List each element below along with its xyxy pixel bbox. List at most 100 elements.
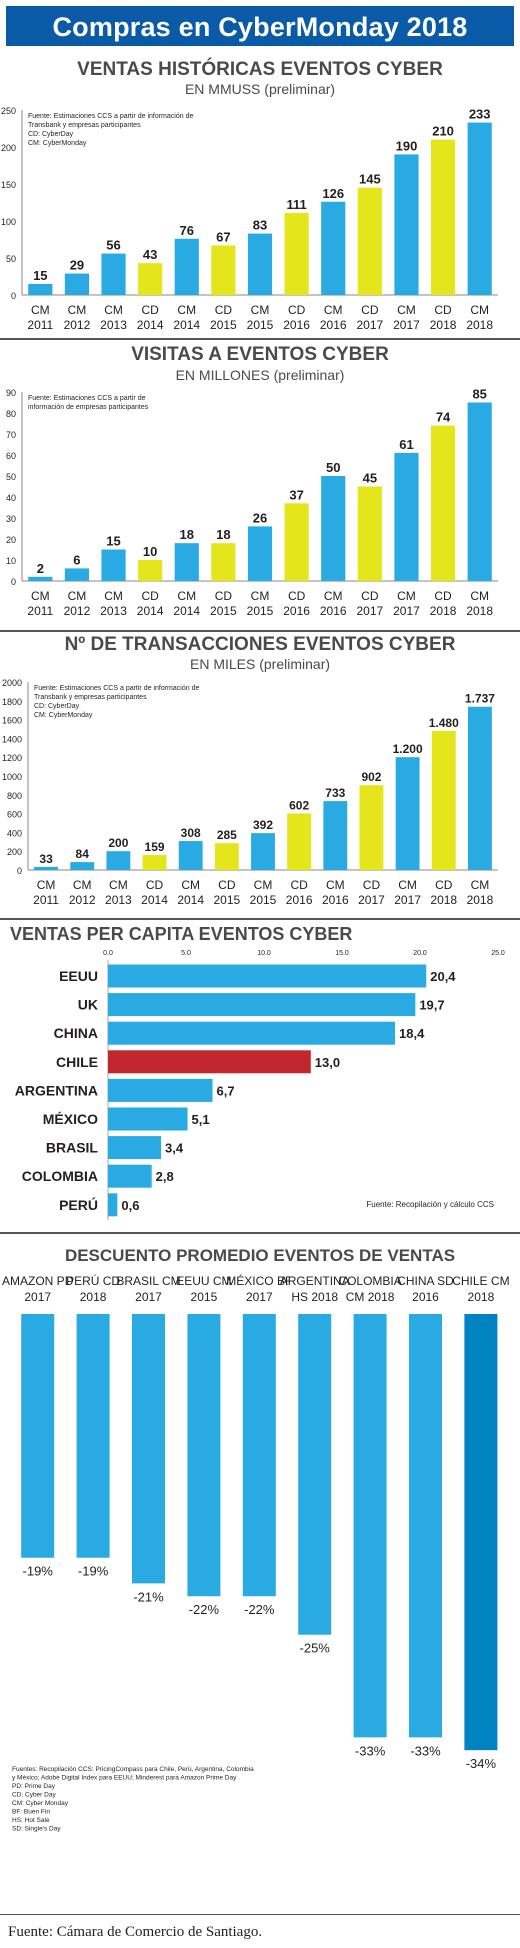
- x-tick-label: CM: [177, 303, 196, 317]
- data-label: 18: [216, 527, 230, 542]
- chart-title: VENTAS PER CAPITA EVENTOS CYBER: [10, 924, 352, 944]
- x-tick-label: CHILE CM: [452, 1274, 509, 1288]
- x-tick-label: 20.0: [413, 950, 427, 957]
- x-tick-label: CD: [288, 303, 306, 317]
- y-tick-label: 150: [1, 180, 16, 190]
- bar: [464, 1314, 498, 1751]
- y-tick-label: 1800: [2, 697, 22, 707]
- x-tick-label: CM: [471, 878, 490, 892]
- bar: [357, 187, 382, 295]
- source-note: CM: Cyber Monday: [12, 1800, 69, 1807]
- x-tick-label: CM: [251, 589, 270, 603]
- x-tick-label: 2017: [246, 1290, 273, 1304]
- bar: [359, 785, 384, 870]
- bar: [108, 964, 427, 988]
- x-tick-label: 2016: [283, 318, 310, 332]
- x-tick-label: 2011: [27, 318, 53, 332]
- y-tick-label: 200: [1, 143, 16, 153]
- x-tick-label: 2018: [468, 1290, 495, 1304]
- x-tick-label: CM: [470, 589, 489, 603]
- bar: [64, 568, 90, 581]
- x-tick-label: 2013: [100, 604, 127, 618]
- bar: [132, 1314, 165, 1584]
- data-label: 210: [432, 124, 454, 139]
- x-tick-label: CD: [290, 878, 308, 892]
- y-tick-label: 1600: [2, 716, 22, 726]
- x-tick-label: CD: [288, 589, 306, 603]
- bar: [321, 201, 346, 295]
- data-label: 6: [73, 552, 80, 567]
- x-tick-label: 2018: [430, 318, 457, 332]
- chart-subtitle: EN MMUSS (preliminar): [185, 81, 335, 97]
- x-tick-label: 2015: [213, 893, 240, 907]
- y-tick-label: 60: [6, 451, 16, 461]
- y-tick-label: 200: [7, 847, 22, 857]
- data-label: 29: [70, 258, 84, 273]
- x-tick-label: CD: [363, 878, 381, 892]
- data-label: 76: [180, 223, 194, 238]
- data-label: 26: [253, 510, 267, 525]
- x-tick-label: 2016: [283, 604, 310, 618]
- source-note: PD: Prime Day: [12, 1783, 56, 1790]
- bar: [178, 841, 203, 870]
- bar: [108, 1136, 162, 1160]
- x-tick-label: 2014: [141, 893, 168, 907]
- bar: [353, 1314, 387, 1738]
- y-tick-label: 250: [1, 106, 16, 116]
- x-tick-label: CD: [141, 589, 159, 603]
- bar: [106, 851, 131, 870]
- bar: [284, 503, 309, 581]
- x-tick-label: PERÚ CD: [66, 1273, 120, 1288]
- y-tick-label: 50: [6, 472, 16, 482]
- bar: [142, 855, 167, 870]
- data-label: 733: [325, 786, 345, 800]
- ventas-per-capita-chart: VENTAS PER CAPITA EVENTOS CYBER 0.0 5.0 10.…: [10, 924, 505, 1220]
- bar: [211, 245, 236, 295]
- data-label: 15: [106, 534, 120, 549]
- y-tick-label: 30: [6, 514, 16, 524]
- data-label: 602: [289, 798, 309, 812]
- bar: [467, 706, 492, 870]
- bar: [247, 526, 273, 581]
- data-label: 56: [106, 238, 120, 253]
- data-label: 43: [143, 247, 157, 262]
- data-label: 37: [289, 487, 303, 502]
- category-label: EEUU: [59, 968, 98, 984]
- bar: [431, 730, 456, 870]
- source-note: información de empresas participantes: [28, 404, 149, 411]
- section-divider: [0, 1914, 520, 1915]
- x-tick-label: EEUU CM: [176, 1274, 231, 1288]
- data-label: -33%: [410, 1743, 441, 1758]
- x-tick-label: 2016: [286, 893, 313, 907]
- x-tick-label: 5.0: [181, 950, 191, 957]
- x-tick-label: 2011: [33, 893, 59, 907]
- bar: [321, 476, 346, 581]
- y-tick-label: 50: [6, 254, 16, 264]
- data-label: 33: [39, 852, 53, 866]
- bar: [357, 486, 382, 581]
- source-note: Fuente: Estimaciones CCS a partir de inf…: [34, 685, 199, 692]
- x-tick-label: ARGENTINA: [280, 1274, 350, 1288]
- bar: [251, 833, 275, 870]
- data-label: 1.737: [465, 692, 495, 706]
- source-note: Transbank y empresas participantes: [28, 122, 141, 129]
- source-note: CM: CyberMonday: [34, 712, 93, 719]
- x-tick-label: 2012: [64, 318, 91, 332]
- y-tick-label: 0: [17, 866, 22, 876]
- x-tick-label: CD: [435, 878, 453, 892]
- bar: [28, 283, 53, 295]
- x-tick-label: CM: [398, 878, 417, 892]
- x-tick-label: CM: [104, 303, 123, 317]
- source-note: Fuente: Estimaciones CCS a partir de: [28, 395, 146, 402]
- x-tick-label: 2017: [356, 318, 383, 332]
- x-tick-label: 0.0: [103, 950, 113, 957]
- x-tick-label: 2013: [105, 893, 132, 907]
- footer-source: Fuente: Cámara de Comercio de Santiago.: [8, 1924, 263, 1940]
- bar: [101, 253, 126, 295]
- source-note: y México; Adobe Digital Index para EEUU;…: [12, 1775, 237, 1782]
- data-label: 85: [472, 387, 486, 402]
- data-label: 6,7: [217, 1083, 235, 1098]
- source-note: CD: CyberDay: [28, 131, 74, 138]
- data-label: -25%: [300, 1641, 331, 1656]
- y-tick-label: 2000: [2, 678, 22, 688]
